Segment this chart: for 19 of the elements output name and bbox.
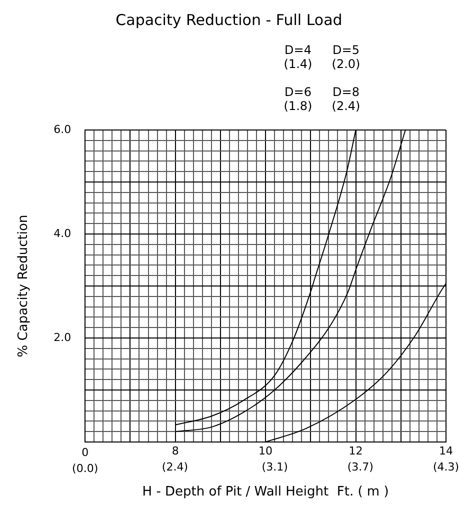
x-tick-label: 14 <box>439 444 453 458</box>
x2-tick-label: (2.4) <box>162 460 188 474</box>
text: D=8 (2.4) <box>332 85 360 113</box>
text: D=6 (1.8) <box>284 85 312 113</box>
y-tick-label: 2.0 <box>54 330 72 344</box>
text: 0 (0.0) <box>72 446 98 475</box>
y-axis-title: % Capacity Reduction <box>16 214 32 358</box>
x-tick-label: 10 <box>258 444 273 458</box>
x2-tick-label: (3.1) <box>262 460 288 474</box>
x2-tick-label: (4.3) <box>432 460 460 474</box>
x-axis-title: H - Depth of Pit / Wall Height Ft. ( m ) <box>142 484 389 500</box>
chart-title: Capacity Reduction - Full Load <box>116 10 342 29</box>
y-tick-label: 4.0 <box>54 226 72 240</box>
x-tick-label: 12 <box>348 444 363 458</box>
x2-tick-label: (3.7) <box>347 460 374 474</box>
x-tick-label: 8 <box>172 444 179 458</box>
y-tick-label: 6.0 <box>54 122 72 136</box>
text: D=4 (1.4) <box>284 43 312 71</box>
text: D=5 (2.0) <box>332 43 360 71</box>
